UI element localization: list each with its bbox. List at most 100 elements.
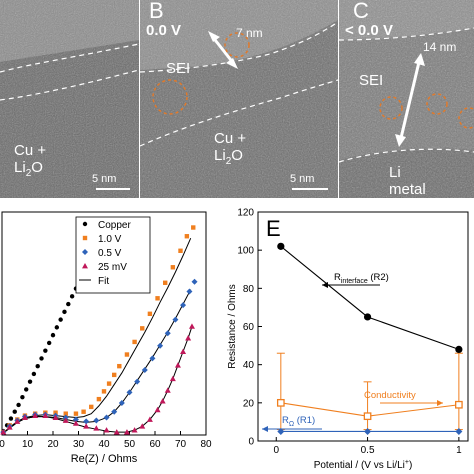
data-point (172, 316, 179, 323)
scale-bar (292, 188, 328, 190)
data-point (140, 326, 145, 331)
x-tick-label: 70 (175, 439, 187, 450)
data-point (180, 302, 187, 309)
data-point (0, 429, 7, 435)
data-point (118, 400, 125, 407)
x-tick-label: 50 (124, 439, 136, 450)
legend-marker (82, 263, 88, 269)
scale-bar-label: 5 nm (290, 173, 315, 185)
data-point (174, 362, 181, 368)
x-tick-label: 80 (200, 439, 212, 450)
data-point (43, 348, 48, 353)
data-point (147, 311, 153, 317)
x-axis-label: Potential / (V vs Li/Li+) (314, 459, 413, 471)
data-point (6, 424, 13, 430)
data-point (58, 317, 63, 322)
data-point (8, 416, 14, 421)
data-point (93, 417, 100, 424)
x-tick-label: 10 (22, 439, 34, 450)
data-point (54, 325, 60, 330)
cu-li2o-label: Cu + Li2O (14, 142, 47, 179)
data-point (178, 248, 183, 253)
data-point (364, 427, 372, 435)
data-point (111, 408, 118, 415)
x-tick-label: 1 (456, 445, 462, 456)
data-point (188, 323, 195, 329)
y-tick-label: 100 (237, 246, 254, 257)
data-point (185, 335, 192, 341)
data-point (141, 367, 148, 374)
data-point (277, 242, 285, 250)
tem-image-b (140, 0, 338, 198)
x-tick-label: 30 (73, 439, 85, 450)
orange-circle (458, 107, 474, 129)
data-point (20, 394, 25, 400)
data-point (89, 404, 94, 410)
y-tick-label: 60 (243, 322, 255, 333)
y-tick-label: 120 (237, 208, 254, 219)
tem-image-a (0, 0, 139, 198)
data-point (16, 402, 21, 408)
interface-line (339, 27, 474, 41)
data-point (106, 381, 112, 386)
data-point (455, 345, 463, 353)
nyquist-chart: 0 10 20 30 40 50 60 70 80 Re(Z) / Ohms Copper 1.0 V… (0, 203, 220, 474)
series-label: Rinterface (R2) (334, 272, 389, 285)
interface-line (0, 43, 139, 73)
annotation-arrow-head (322, 282, 328, 288)
voltage-label: 0.0 V (146, 22, 182, 39)
annotation-arrow-head (437, 400, 443, 406)
legend-label: Fit (98, 276, 109, 287)
data-point (124, 352, 130, 357)
data-point (72, 416, 79, 423)
legend-label: 1.0 V (98, 234, 122, 245)
data-point (191, 278, 198, 285)
x-tick-label: 0 (273, 445, 279, 456)
data-point (164, 387, 171, 393)
data-point (52, 414, 59, 420)
x-tick-label: 20 (47, 439, 59, 450)
series-label: RΩ (R1) (282, 415, 315, 428)
orange-circle (379, 96, 403, 120)
data-point (149, 355, 156, 362)
data-point (83, 423, 90, 429)
y-tick-label: 0 (248, 437, 254, 448)
y-axis-label: Resistance / Ohms (227, 284, 238, 368)
data-point (123, 429, 130, 435)
data-point (191, 225, 196, 230)
legend-marker (82, 235, 88, 241)
data-point (21, 414, 28, 420)
data-point (50, 332, 56, 338)
data-point (184, 234, 190, 239)
data-point (32, 412, 39, 419)
data-point (164, 330, 171, 337)
data-point (159, 398, 166, 404)
data-point (103, 427, 110, 433)
plot-frame (257, 211, 469, 442)
x-tick-label: 40 (98, 439, 110, 450)
data-point (113, 429, 120, 435)
legend-label: Copper (98, 220, 131, 231)
orange-circle (152, 79, 188, 115)
data-point (169, 375, 176, 382)
legend-label: 25 mV (98, 262, 127, 273)
x-tick-label: 0 (0, 439, 5, 450)
y-tick-label: 20 (243, 398, 255, 409)
data-point (27, 379, 33, 384)
data-point (42, 412, 49, 419)
data-point (73, 411, 79, 416)
y-tick-label: 80 (243, 284, 255, 295)
data-point (363, 412, 372, 421)
data-point (93, 425, 100, 431)
data-point (72, 420, 79, 426)
tem-image-c (339, 0, 474, 198)
legend-marker (82, 221, 88, 227)
data-point (101, 389, 107, 394)
data-point (39, 356, 44, 361)
data-point (31, 371, 37, 377)
data-point (126, 389, 133, 396)
interface-line (140, 21, 338, 73)
interface-line (339, 148, 474, 163)
annotation-arrow-head (262, 426, 268, 432)
data-point (170, 265, 176, 270)
